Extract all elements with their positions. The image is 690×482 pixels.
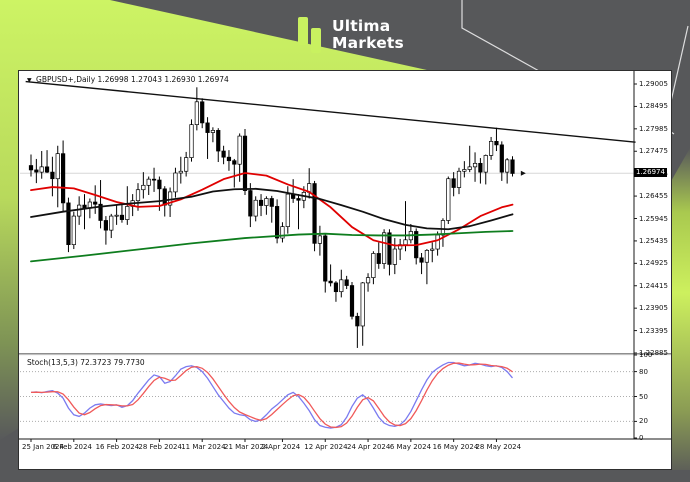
time-axis-label: 28 Feb 2024 [138, 443, 182, 451]
price-axis-label: 1.25435 [639, 236, 668, 245]
hexagon-outline-top [461, 0, 549, 77]
time-axis-label: 21 Mar 2024 [224, 443, 269, 451]
time-axis-label: 12 Apr 2024 [304, 443, 348, 451]
price-axis-label: 1.24925 [639, 259, 668, 268]
time-axis-label: 16 Feb 2024 [95, 443, 140, 451]
indicator-title-text: Stoch(13,5,3) 72.3723 79.7730 [27, 358, 145, 367]
price-axis-label: 1.25945 [639, 214, 668, 223]
chart-dropdown-icon[interactable]: ▼ [27, 77, 32, 84]
brand-line2: Markets [332, 34, 404, 52]
symbol-title-text: GBPUSD+,Daily 1.26998 1.27043 1.26930 1.… [36, 75, 229, 84]
price-axis-label: 1.24415 [639, 281, 668, 290]
chart-canvas [19, 71, 671, 442]
brand-logo: Ultima Markets [296, 13, 404, 57]
stoch-level-label: 80 [639, 367, 648, 376]
price-axis-label: 1.23395 [639, 326, 668, 335]
price-axis-label: 1.27475 [639, 147, 668, 156]
price-axis-label: 1.23905 [639, 304, 668, 313]
time-axis-label: 28 May 2024 [475, 443, 522, 451]
time-axis-label: 2 Apr 2024 [261, 443, 301, 451]
chart-panel[interactable]: ▼ GBPUSD+,Daily 1.26998 1.27043 1.26930 … [18, 70, 672, 470]
stoch-level-label: 100 [639, 351, 653, 359]
stoch-level-label: 50 [639, 392, 648, 401]
price-axis-label: 1.29005 [639, 80, 668, 88]
price-axis-label: 1.27985 [639, 124, 668, 133]
brand-text: Ultima Markets [332, 18, 404, 52]
price-axis-label: 1.22885 [639, 349, 668, 357]
time-axis-label: 6 May 2024 [389, 443, 432, 451]
lime-shape-right [666, 148, 690, 470]
time-axis-label: 25 Jan 2024 [22, 443, 64, 451]
stoch-level-label: 20 [639, 417, 648, 426]
symbol-title: ▼ GBPUSD+,Daily 1.26998 1.27043 1.26930 … [27, 75, 229, 84]
time-axis-label: 11 Mar 2024 [181, 443, 226, 451]
time-axis-label: 6 Feb 2024 [52, 443, 92, 451]
header: Ultima Markets [0, 0, 690, 70]
brand-line1: Ultima [332, 17, 391, 35]
price-axis-label: 1.28495 [639, 102, 668, 111]
current-price-tag: 1.26974 [634, 168, 667, 178]
stoch-level-label: 0 [639, 434, 644, 442]
price-axis-label: 1.26455 [639, 192, 668, 201]
time-axis-label: 16 May 2024 [432, 443, 479, 451]
brand-logo-icon [298, 17, 321, 53]
time-axis-label: 24 Apr 2024 [347, 443, 391, 451]
indicator-title: Stoch(13,5,3) 72.3723 79.7730 [27, 358, 145, 367]
